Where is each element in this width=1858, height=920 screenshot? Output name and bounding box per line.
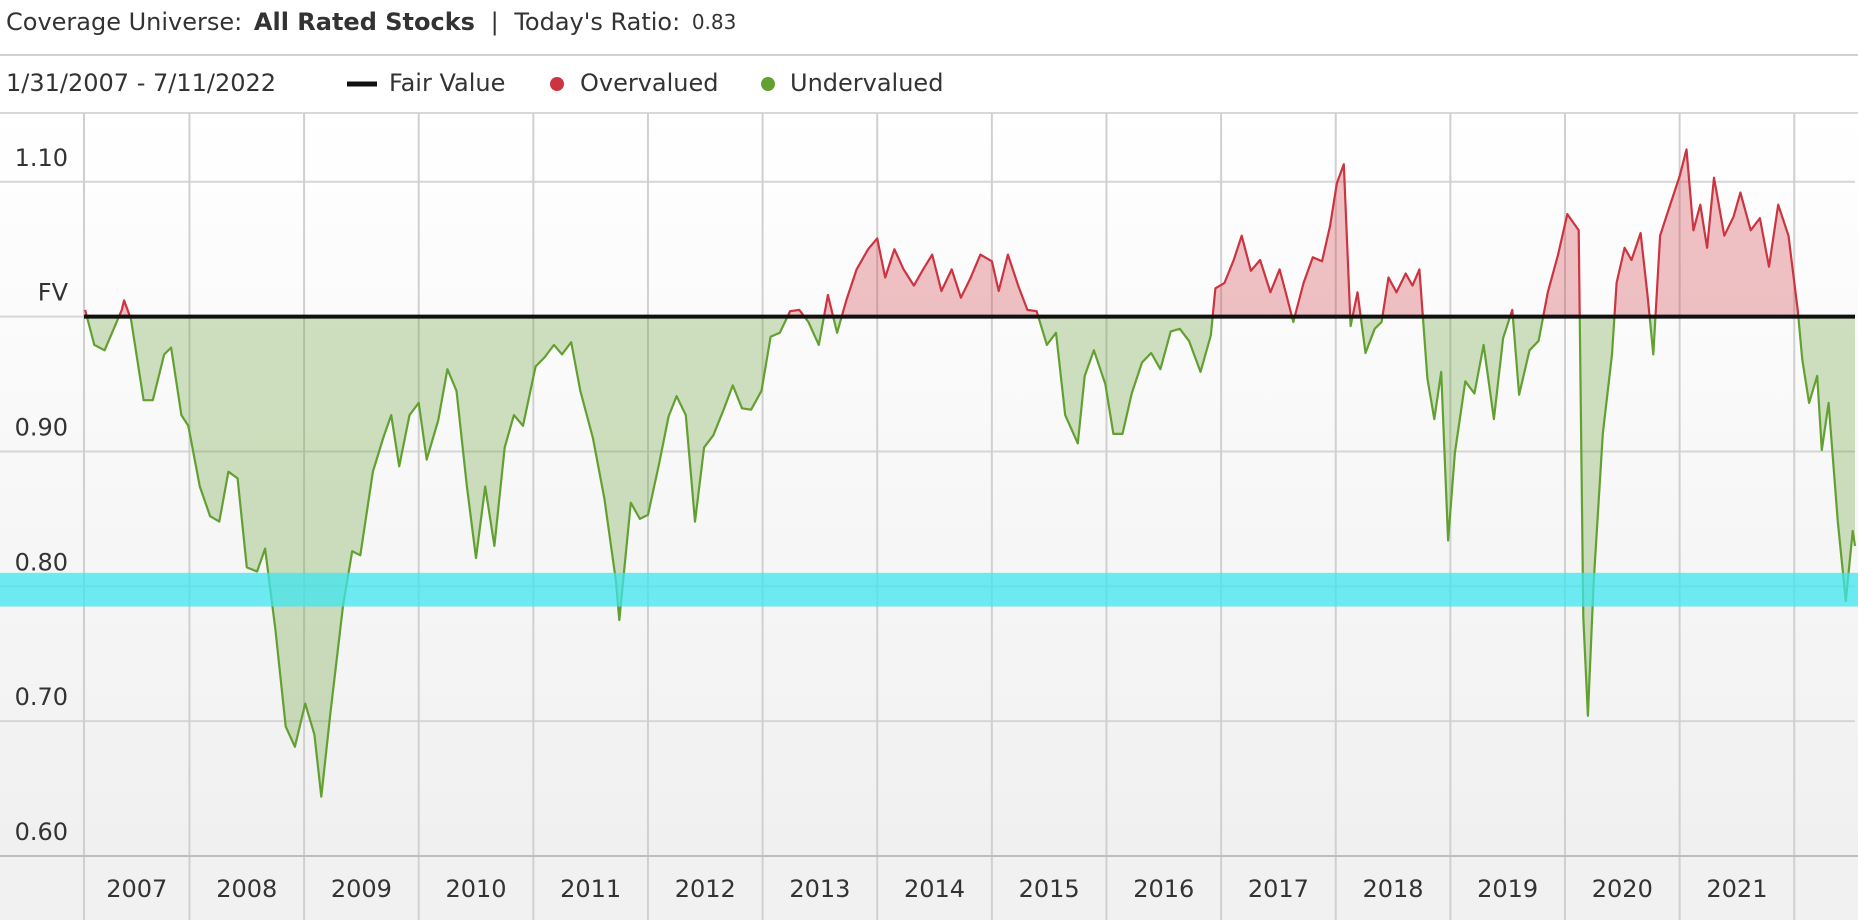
legend-swatch	[550, 77, 564, 91]
legend-swatch	[761, 77, 775, 91]
y-tick-label: 0.70	[15, 683, 68, 711]
x-tick-label: 2008	[216, 875, 277, 903]
undervalued-area	[86, 316, 1855, 797]
x-tick-label: 2019	[1477, 875, 1538, 903]
x-tick-label: 2015	[1019, 875, 1080, 903]
x-tick-label: 2010	[445, 875, 506, 903]
y-tick-label: 0.60	[15, 818, 68, 846]
x-tick-label: 2013	[789, 875, 850, 903]
y-tick-label: 0.90	[15, 413, 68, 441]
y-tick-label: FV	[38, 279, 69, 307]
plot-background	[0, 113, 1858, 856]
x-tick-label: 2016	[1133, 875, 1194, 903]
separator: |	[491, 8, 499, 36]
y-tick-label: 0.80	[15, 548, 68, 576]
legend-label: Fair Value	[389, 69, 505, 97]
y-tick-label: 1.10	[15, 144, 68, 172]
overvalued-line	[84, 148, 1800, 317]
x-tick-label: 2014	[904, 875, 965, 903]
ratio: 0.83	[692, 10, 737, 34]
x-tick-label: 2009	[331, 875, 392, 903]
x-tick-label: 2020	[1592, 875, 1653, 903]
date-range: 1/31/2007 - 7/11/2022	[6, 69, 276, 97]
header: Coverage Universe: All Rated Stocks | To…	[6, 8, 736, 36]
x-tick-label: 2018	[1363, 875, 1424, 903]
x-tick-label: 2017	[1248, 875, 1309, 903]
legend-label: Overvalued	[580, 69, 719, 97]
x-tick-label: 2007	[106, 875, 167, 903]
undervalued-line	[85, 316, 1857, 798]
ratio-label: Today's Ratio:	[513, 8, 680, 36]
overvalued-area	[85, 149, 1855, 317]
x-tick-label: 2021	[1706, 875, 1767, 903]
x-axis-band	[0, 856, 1858, 920]
legend-label: Undervalued	[790, 69, 943, 97]
x-tick-label: 2012	[675, 875, 736, 903]
universe-label: Coverage Universe:	[6, 8, 242, 36]
highlight-band	[0, 572, 1858, 607]
universe: All Rated Stocks	[254, 8, 475, 36]
x-tick-label: 2011	[560, 875, 621, 903]
